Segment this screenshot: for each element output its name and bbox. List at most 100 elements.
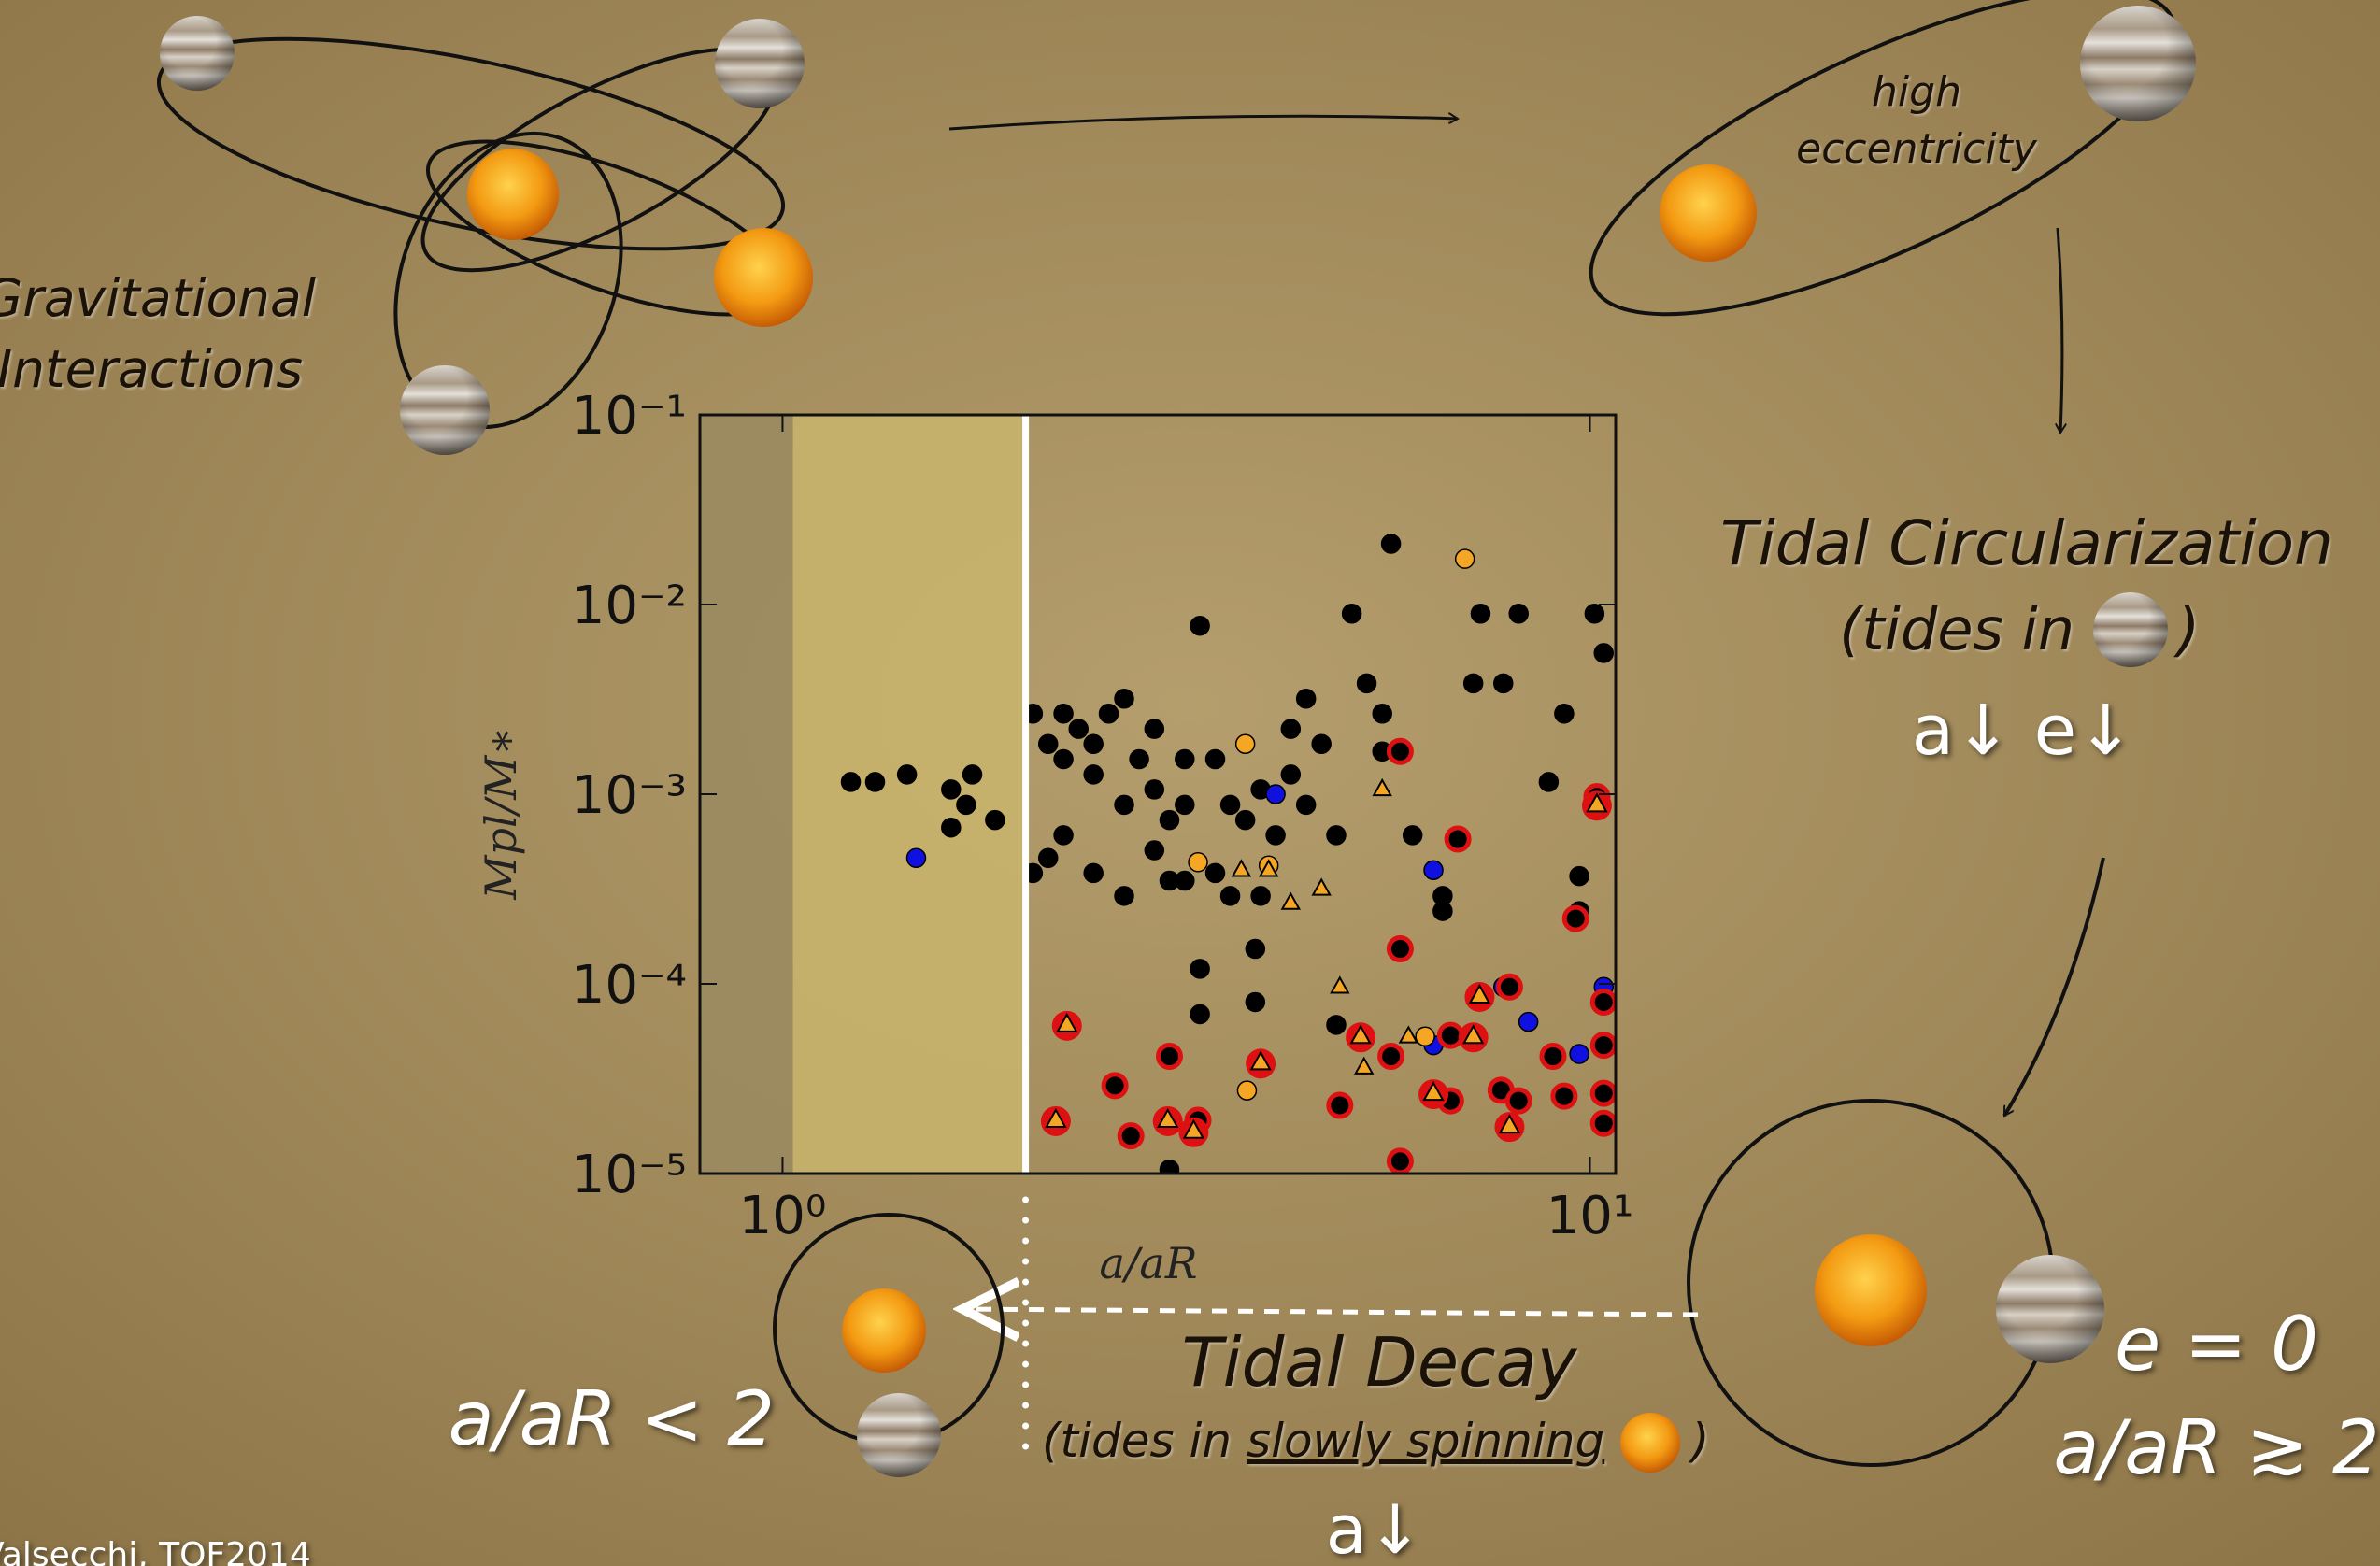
annotation: eccentricity (1796, 125, 2038, 173)
marker (1281, 765, 1300, 784)
marker (1555, 705, 1574, 723)
shaded-span (793, 415, 1026, 1174)
annotation: Interactions (0, 339, 303, 399)
marker (1519, 1013, 1538, 1032)
marker (1329, 1094, 1351, 1117)
star-icon (1620, 1413, 1680, 1473)
marker (1190, 960, 1209, 978)
annotation: ) (1688, 1414, 1710, 1468)
marker (1246, 992, 1264, 1011)
marker (1424, 861, 1443, 879)
marker (1100, 705, 1119, 723)
marker (1130, 750, 1148, 769)
marker (1190, 1004, 1209, 1023)
star (1815, 1234, 1927, 1346)
marker (1104, 1075, 1126, 1097)
marker (1358, 674, 1376, 692)
marker (986, 811, 1005, 830)
marker (942, 780, 961, 799)
marker (1039, 848, 1058, 867)
marker (1594, 644, 1613, 662)
marker (1221, 795, 1240, 814)
marker (1069, 719, 1088, 738)
annotation: a/aR < 2 (449, 1375, 775, 1462)
marker (1246, 940, 1264, 959)
marker (1592, 990, 1615, 1013)
marker (1084, 734, 1103, 753)
annotation: Tidal Circularization (1720, 507, 2333, 579)
y-tick-label: 10⁻¹ (572, 386, 687, 447)
annotation: ) (2173, 595, 2200, 663)
marker (1570, 867, 1589, 886)
marker (1553, 1085, 1575, 1107)
marker (842, 773, 861, 791)
marker (1373, 705, 1391, 723)
annotation: Tidal Decay (1182, 1323, 1578, 1402)
marker (1389, 740, 1411, 762)
x-tick-label: 10¹ (1546, 1186, 1634, 1246)
marker (1176, 795, 1194, 814)
marker (1054, 750, 1073, 769)
marker (1471, 605, 1489, 623)
annotation: e = 0 (2115, 1301, 2318, 1388)
marker (1380, 1046, 1403, 1068)
marker (1189, 853, 1207, 872)
marker (1084, 863, 1103, 882)
marker (906, 848, 925, 867)
marker (1498, 975, 1520, 998)
annotation: Gravitational (0, 268, 317, 328)
marker (1570, 1045, 1589, 1063)
marker (1447, 828, 1469, 850)
marker (1145, 719, 1163, 738)
annotation-part: slowly spinning (1247, 1414, 1604, 1468)
marker (1494, 674, 1513, 692)
marker (865, 773, 884, 791)
y-tick-label: 10⁻⁵ (572, 1145, 687, 1205)
marker (1312, 734, 1331, 753)
x-axis-label: a/aR (1100, 1238, 1198, 1288)
marker (1236, 734, 1255, 753)
annotation: high (1872, 68, 1961, 116)
marker (1416, 1027, 1434, 1046)
marker (1456, 549, 1475, 568)
marker (1592, 1112, 1615, 1134)
marker (1115, 887, 1133, 905)
slide: high eccentricity Gravitational Interact… (0, 0, 2380, 1566)
marker (1389, 1150, 1411, 1173)
marker (1297, 795, 1316, 814)
marker (1206, 863, 1225, 882)
marker (1439, 1024, 1461, 1046)
marker (1039, 734, 1058, 753)
marker (1509, 605, 1528, 623)
marker (1343, 605, 1361, 623)
marker (1389, 938, 1411, 961)
credit: Valsecchi, TOF2014 (0, 1536, 311, 1566)
marker (1433, 902, 1452, 920)
marker (1145, 780, 1163, 799)
marker (1585, 605, 1603, 623)
star (842, 1288, 926, 1373)
marker (1327, 826, 1346, 845)
marker (1176, 750, 1194, 769)
marker (1281, 719, 1300, 738)
marker (1237, 1081, 1256, 1100)
x-tick-label: 10⁰ (739, 1186, 827, 1246)
marker (1592, 1034, 1615, 1057)
marker (1119, 1125, 1142, 1147)
marker (1251, 887, 1270, 905)
marker (1190, 617, 1209, 635)
marker (1382, 534, 1401, 553)
annotation: (tides in (1839, 595, 2074, 663)
marker (1404, 826, 1422, 845)
marker (1327, 1016, 1346, 1034)
marker (1054, 705, 1073, 723)
annotation: a↓ e↓ (1912, 690, 2134, 771)
marker (1206, 750, 1225, 769)
marker (898, 765, 917, 784)
y-tick-label: 10⁻³ (572, 765, 687, 826)
marker (1145, 841, 1163, 860)
marker (1266, 826, 1285, 845)
marker (1115, 690, 1133, 708)
marker (1564, 907, 1587, 930)
marker (1297, 690, 1316, 708)
